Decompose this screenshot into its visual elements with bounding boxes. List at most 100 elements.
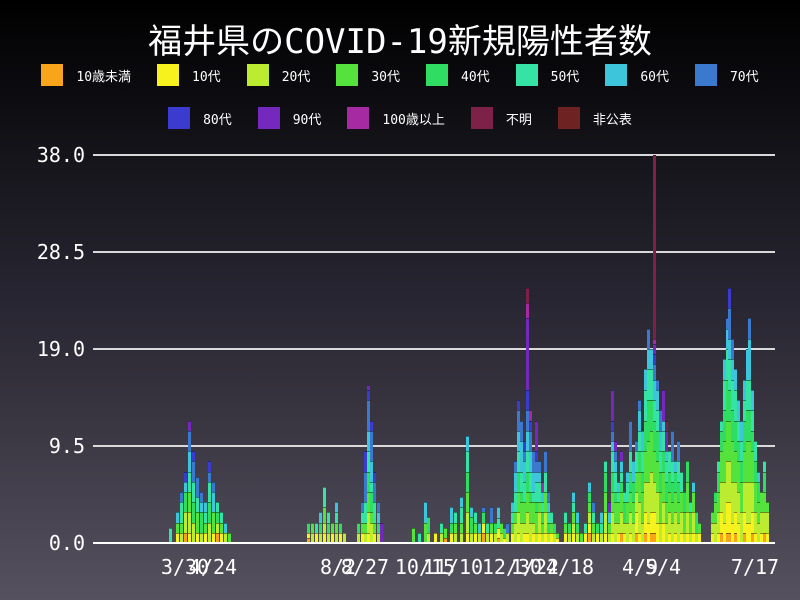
bar-segment-10s (572, 532, 575, 543)
bar (743, 379, 746, 543)
bar-segment-30s (659, 491, 662, 523)
bar-segment-60s (665, 451, 668, 462)
bar-segment-40s (647, 400, 650, 441)
bar-segment-60s (367, 430, 370, 452)
bar-segment-20s (641, 522, 644, 543)
bar-segment-30s (668, 491, 671, 513)
bar (541, 481, 544, 543)
bar (361, 502, 364, 543)
bar-segment-10s (611, 532, 614, 543)
bar-segment-70s (482, 507, 485, 513)
bar-segment-20s (737, 491, 740, 523)
bar (220, 512, 223, 543)
legend-item-30s: 30代 (336, 64, 400, 86)
bar-segment-20s (748, 481, 751, 523)
bar-segment-80s (728, 287, 731, 309)
bar-segment-50s (717, 461, 720, 472)
bar-segment-50s (192, 481, 195, 503)
bar-segment-60s (734, 369, 737, 390)
bar-segment-20s (208, 522, 211, 543)
bar-segment-50s (520, 471, 523, 492)
bar-segment-70s (726, 318, 729, 329)
bar-segment-60s (497, 507, 500, 518)
bar-segment-20s (671, 522, 674, 543)
x-tick-label-8-2: 8/2 (319, 555, 357, 579)
bar-segment-30s (604, 491, 607, 513)
bar-segment-100s (653, 338, 656, 344)
bar-segment-20s (367, 512, 370, 533)
bar-segment-20s (714, 522, 717, 543)
bar (629, 420, 632, 543)
gridline-9.5 (93, 445, 775, 447)
bar-segment-60s (377, 512, 380, 523)
bar-segment-20s (532, 522, 535, 533)
bar-segment-60s (517, 430, 520, 452)
bar (728, 287, 731, 543)
bar-segment-70s (614, 451, 617, 462)
bar-segment-10s (361, 532, 364, 543)
bar-segment-60s (608, 512, 611, 523)
x-tick-label-7-17: 7/17 (730, 555, 780, 579)
bar (547, 491, 550, 543)
bar-segment-80s (184, 471, 187, 482)
bar (418, 532, 421, 543)
legend-item-80s: 80代 (168, 107, 232, 129)
legend-swatch-60s (605, 64, 628, 86)
bar-segment-50s (746, 379, 749, 411)
bar-segment-50s (538, 481, 541, 503)
legend-item-70s: 70代 (694, 64, 759, 86)
bar (412, 527, 415, 543)
bar-segment-30s (511, 522, 514, 533)
bar-segment-70s (506, 522, 509, 533)
bar-segment-40s (427, 517, 430, 533)
bar-segment-20s (653, 481, 656, 513)
bar-segment-80s (653, 354, 656, 365)
bar-segment-40s (216, 512, 219, 523)
bar-segment-30s (188, 491, 191, 513)
bar (656, 379, 659, 543)
bar-segment-30s (474, 522, 477, 533)
bar-segment-u10 (497, 537, 500, 543)
bar-segment-20s (506, 532, 509, 543)
legend-label-20s: 20代 (281, 69, 311, 85)
bar (680, 471, 683, 543)
bar-segment-40s (553, 522, 556, 533)
bar-segment-10s (196, 532, 199, 543)
bar-segment-40s (629, 471, 632, 492)
bar-segment-50s (364, 502, 367, 523)
bar-segment-30s (711, 512, 714, 523)
bar (497, 507, 500, 543)
bar-segment-50s (526, 451, 529, 472)
bar-segment-u10 (653, 532, 656, 543)
bar-segment-90s (380, 522, 383, 543)
legend-swatch-80s (168, 107, 191, 129)
bar-segment-50s (720, 420, 723, 431)
bar-segment-20s (180, 532, 183, 543)
bar-segment-90s (620, 451, 623, 462)
bar (608, 502, 611, 543)
bar-segment-30s (754, 481, 757, 513)
bar-segment-30s (674, 491, 677, 513)
bar-segment-20s (647, 481, 650, 523)
bar-segment-30s (529, 502, 532, 523)
bar-segment-30s (592, 522, 595, 533)
bar (523, 440, 526, 543)
bar-segment-50s (220, 512, 223, 523)
bar (580, 532, 583, 543)
legend-label-100s: 100歳以上 (382, 112, 445, 128)
bar-segment-40s (547, 522, 550, 533)
legend-item-50s: 50代 (515, 64, 579, 86)
bar-segment-80s (208, 461, 211, 472)
bar (550, 512, 553, 543)
bar (450, 507, 453, 543)
bar-segment-20s (364, 532, 367, 543)
bar-segment-30s (723, 440, 726, 482)
bar (647, 328, 650, 543)
bar (671, 430, 674, 543)
bar (370, 420, 373, 543)
bar-segment-60s (743, 379, 746, 401)
bar (506, 522, 509, 543)
legend-label-undisclosed: 非公表 (592, 112, 632, 128)
bar-segment-50s (677, 461, 680, 482)
bar (526, 287, 529, 543)
